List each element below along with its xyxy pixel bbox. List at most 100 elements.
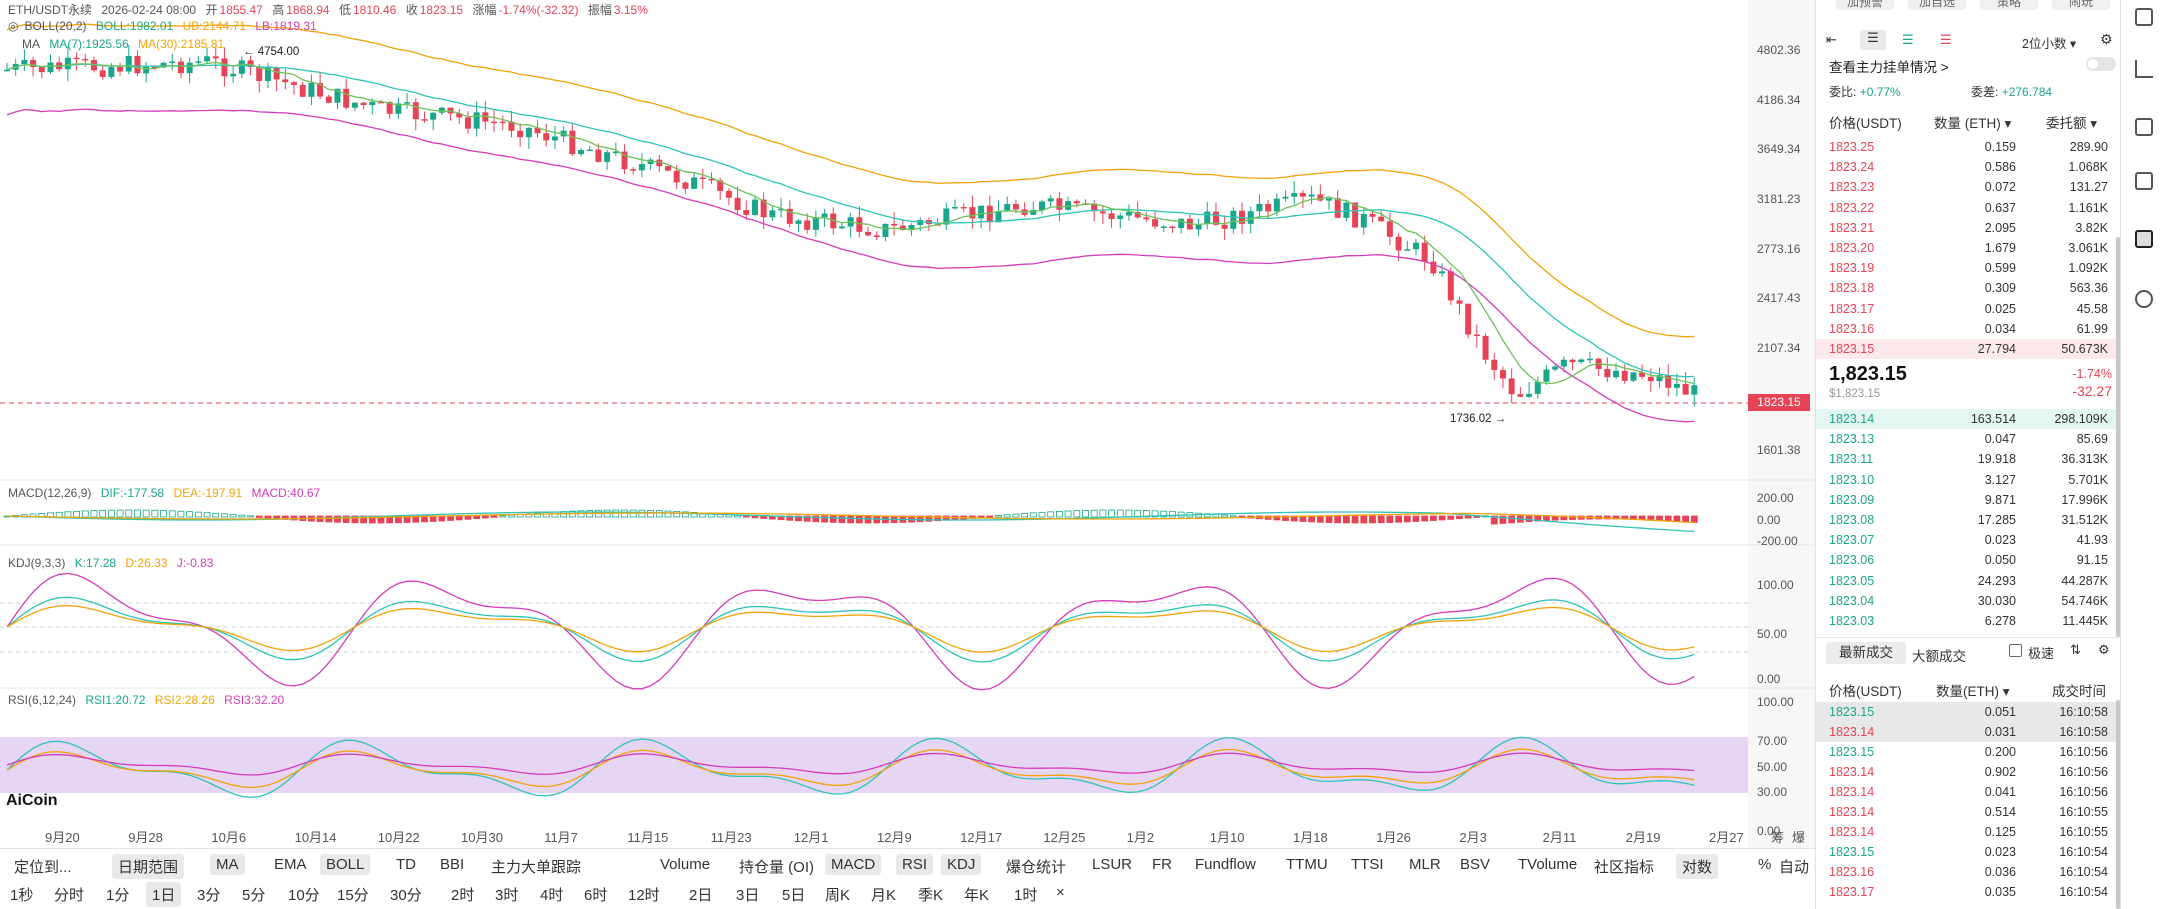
order-row[interactable]: 1823.15 27.794 50.673K	[1816, 339, 2116, 359]
interval-item[interactable]: 12时	[628, 887, 660, 904]
interval-item[interactable]: 2时	[451, 887, 475, 904]
order-row[interactable]: 1823.20 1.679 3.061K	[1816, 238, 2116, 258]
toolbar-item[interactable]: MLR	[1409, 856, 1441, 873]
fast-checkbox[interactable]	[2009, 644, 2022, 657]
toolbar-item[interactable]: EMA	[274, 856, 307, 873]
toolbar-item[interactable]: Fundflow	[1195, 856, 1256, 873]
top-button[interactable]: 加自选	[1908, 0, 1966, 10]
interval-item[interactable]: 30分	[390, 887, 422, 904]
toolbar-item[interactable]: TTSI	[1351, 856, 1384, 873]
interval-item[interactable]: 1秒	[10, 887, 34, 904]
order-row[interactable]: 1823.07 0.023 41.93	[1816, 530, 2116, 550]
col-qty-header[interactable]: 数量 (ETH) ▾	[1934, 116, 2012, 131]
interval-item[interactable]: 10分	[288, 887, 320, 904]
copy-trade-icon[interactable]	[2135, 290, 2153, 308]
toolbar-item[interactable]: FR	[1152, 856, 1172, 873]
toolbar-item[interactable]: BSV	[1460, 856, 1491, 873]
interval-item[interactable]: 1日	[146, 882, 182, 907]
order-row[interactable]: 1823.14 163.514 298.109K	[1816, 409, 2116, 429]
toolbar-item[interactable]: TD	[396, 856, 416, 873]
interval-item[interactable]: 月K	[871, 887, 897, 904]
interval-item[interactable]: 分时	[54, 887, 85, 904]
ob-bids-icon[interactable]: ☰	[1902, 32, 1914, 47]
order-row[interactable]: 1823.05 24.293 44.287K	[1816, 571, 2116, 591]
toolbar-item[interactable]: TTMU	[1286, 856, 1328, 873]
toolbar-item[interactable]: 社区指标	[1594, 859, 1655, 876]
order-row[interactable]: 1823.17 0.025 45.58	[1816, 299, 2116, 319]
toolbar-item[interactable]: Volume	[660, 856, 711, 873]
order-row[interactable]: 1823.19 0.599 1.092K	[1816, 258, 2116, 278]
chip-label[interactable]: 筹	[1771, 830, 1785, 845]
order-row[interactable]: 1823.21 2.095 3.82K	[1816, 218, 2116, 238]
toolbar-item[interactable]: 持仓量 (OI)	[739, 859, 814, 876]
interval-item[interactable]: ×	[1056, 884, 1065, 901]
toolbar-item[interactable]: KDJ	[941, 854, 982, 875]
chart-canvas[interactable]	[0, 0, 1815, 848]
interval-item[interactable]: 1分	[106, 887, 130, 904]
kdj-legend[interactable]: KDJ(9,3,3) K:17.28 D:26.33 J:-0.83	[8, 556, 219, 570]
toolbar-item[interactable]: RSI	[896, 854, 934, 875]
toolbar-item[interactable]: MA	[210, 854, 245, 875]
interval-item[interactable]: 6时	[584, 887, 608, 904]
interval-item[interactable]: 周K	[825, 887, 851, 904]
eye-icon[interactable]: ◎	[8, 19, 19, 33]
settings-icon[interactable]: ⚙	[2100, 31, 2113, 47]
boll-legend[interactable]: ◎ BOLL(20,2) BOLL:1982.01 UB:2144.71 LB:1…	[8, 19, 323, 33]
order-row[interactable]: 1823.13 0.047 85.69	[1816, 429, 2116, 449]
order-row[interactable]: 1823.18 0.309 563.36	[1816, 278, 2116, 298]
order-row[interactable]: 1823.06 0.050 91.15	[1816, 550, 2116, 570]
tab-latest-trades[interactable]: 最新成交	[1826, 642, 1906, 664]
trades-scrollbar[interactable]	[2116, 700, 2120, 909]
order-row[interactable]: 1823.03 6.278 11.445K	[1816, 611, 2116, 631]
tab-large-trades[interactable]: 大额成交	[1912, 649, 1966, 664]
order-row[interactable]: 1823.25 0.159 289.90	[1816, 137, 2116, 157]
interval-item[interactable]: 5分	[242, 887, 266, 904]
interval-item[interactable]: 4时	[540, 887, 564, 904]
ob-scrollbar[interactable]	[2116, 237, 2120, 637]
top-button[interactable]: 加预警	[1836, 0, 1894, 10]
chart-icon[interactable]	[2135, 60, 2153, 78]
order-row[interactable]: 1823.04 30.030 54.746K	[1816, 591, 2116, 611]
top-button[interactable]: 闹玩	[2052, 0, 2110, 10]
analytics-icon[interactable]	[2135, 118, 2153, 136]
ob-asks-icon[interactable]: ☰	[1940, 32, 1952, 47]
precision-select[interactable]: 2位小数 ▾	[2022, 37, 2077, 51]
interval-item[interactable]: 2日	[689, 887, 713, 904]
order-row[interactable]: 1823.10 3.127 5.701K	[1816, 470, 2116, 490]
top-button[interactable]: 策略	[1980, 0, 2038, 10]
liquidation-label[interactable]: 爆	[1792, 830, 1806, 845]
order-row[interactable]: 1823.11 19.918 36.313K	[1816, 449, 2116, 469]
toolbar-item[interactable]: %	[1758, 856, 1772, 873]
interval-item[interactable]: 5日	[782, 887, 806, 904]
trades-settings-icon[interactable]: ⚙	[2098, 642, 2110, 657]
interval-item[interactable]: 15分	[337, 887, 369, 904]
rsi-legend[interactable]: RSI(6,12,24) RSI1:20.72 RSI2:28.26 RSI3:…	[8, 693, 290, 707]
order-row[interactable]: 1823.22 0.637 1.161K	[1816, 198, 2116, 218]
toolbar-item[interactable]: 定位到...	[14, 859, 72, 876]
main-orders-link[interactable]: 查看主力挂单情况 >	[1829, 60, 1949, 75]
order-row[interactable]: 1823.09 9.871 17.996K	[1816, 490, 2116, 510]
interval-item[interactable]: 3日	[736, 887, 760, 904]
filter-icon[interactable]: ⇅	[2070, 642, 2081, 657]
ob-mixed-icon[interactable]: ☰	[1860, 30, 1886, 50]
macd-legend[interactable]: MACD(12,26,9) DIF:-177.58 DEA:-197.91 MA…	[8, 486, 326, 500]
toolbar-item[interactable]: LSUR	[1092, 856, 1133, 873]
toolbar-item[interactable]: BOLL	[320, 854, 371, 875]
interval-item[interactable]: 季K	[918, 887, 944, 904]
order-row[interactable]: 1823.08 17.285 31.512K	[1816, 510, 2116, 530]
toolbar-item[interactable]: 对数	[1676, 854, 1719, 879]
both-view-icon[interactable]: ⇤	[1826, 32, 1837, 47]
interval-item[interactable]: 3时	[495, 887, 519, 904]
robot-icon[interactable]	[2135, 230, 2153, 248]
order-row[interactable]: 1823.24 0.586 1.068K	[1816, 157, 2116, 177]
toolbar-item[interactable]: TVolume	[1518, 856, 1578, 873]
main-orders-toggle[interactable]	[2086, 57, 2116, 71]
interval-item[interactable]: 3分	[197, 887, 221, 904]
col-amt-header[interactable]: 委托额 ▾	[2046, 116, 2098, 131]
toolbar-item[interactable]: 爆仓统计	[1006, 859, 1067, 876]
order-row[interactable]: 1823.23 0.072 131.27	[1816, 177, 2116, 197]
interval-item[interactable]: 1时	[1014, 887, 1038, 904]
col-tqty-header[interactable]: 数量(ETH) ▾	[1936, 684, 2010, 699]
toolbar-item[interactable]: 日期范围	[112, 854, 185, 879]
calendar-icon[interactable]	[2135, 172, 2153, 190]
